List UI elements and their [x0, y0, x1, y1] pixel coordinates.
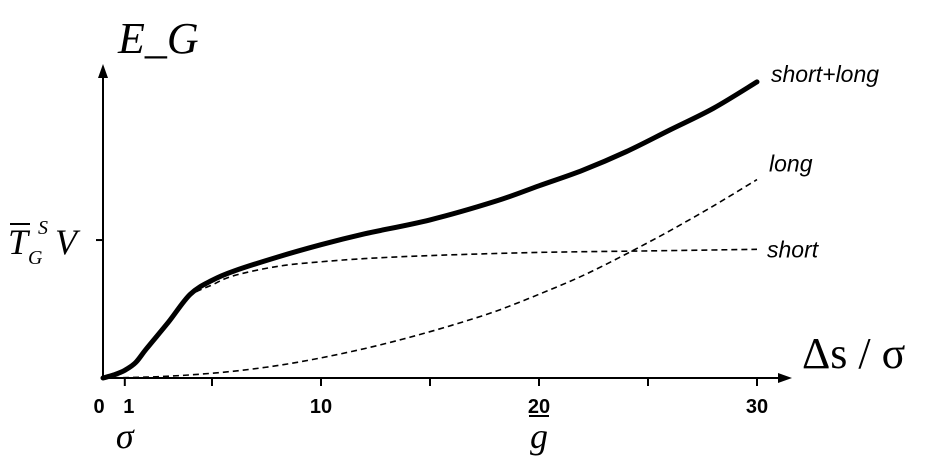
- y-axis-label: E_G: [117, 14, 199, 63]
- series-label-group: short+long long short: [767, 61, 879, 262]
- y-tick-label-0: T GS V: [8, 217, 81, 269]
- x-axis-label: Δs / σ: [802, 329, 906, 378]
- x-tick-label-3: 10: [310, 396, 332, 418]
- series-short-line: [102, 248, 758, 379]
- series-long-line: [102, 178, 758, 379]
- x-tick-label-0: 0: [93, 396, 104, 418]
- x-annotation-0: σ: [116, 416, 135, 456]
- y-tick-label-v: V: [55, 222, 81, 262]
- y-axis-arrow: [98, 64, 108, 78]
- curve-group: [100, 79, 760, 381]
- series-label-2: short: [767, 236, 820, 262]
- x-axis-arrow: [778, 373, 792, 383]
- y-tick-label-sub: G: [28, 247, 43, 269]
- x-tick-label-5: 20: [528, 396, 550, 418]
- series-label-1: long: [769, 151, 813, 177]
- tick-group: 0 1 10 20 30 σ g T GS V: [8, 217, 768, 456]
- x-tick-label-1: 1: [123, 396, 134, 418]
- x-annotation-1: g: [530, 416, 548, 456]
- y-tick-label-main: T: [8, 222, 31, 262]
- series-label-0: short+long: [771, 61, 879, 87]
- y-tick-label-sup: S: [38, 217, 48, 239]
- x-tick-label-7: 30: [746, 396, 768, 418]
- series-short-long-line: [100, 79, 760, 381]
